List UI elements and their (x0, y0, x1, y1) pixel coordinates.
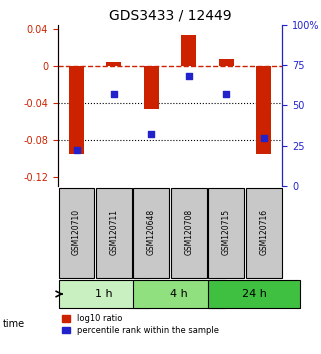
Point (74, 148, 79, 153)
Text: 4 h: 4 h (170, 289, 188, 299)
Point (261, 135, 266, 140)
FancyBboxPatch shape (134, 188, 169, 278)
Text: GSM120715: GSM120715 (222, 209, 231, 255)
Text: GSM120708: GSM120708 (184, 209, 193, 255)
Text: 24 h: 24 h (242, 289, 266, 299)
Bar (69, 66, 84, 154)
Bar (181, 35, 196, 66)
FancyBboxPatch shape (208, 280, 300, 308)
Point (149, 131, 154, 137)
Text: GSM120648: GSM120648 (147, 209, 156, 255)
Text: 1 h: 1 h (95, 289, 113, 299)
Legend: log10 ratio, percentile rank within the sample: log10 ratio, percentile rank within the … (62, 314, 219, 335)
Text: time: time (3, 319, 25, 329)
FancyBboxPatch shape (96, 188, 132, 278)
FancyBboxPatch shape (246, 188, 282, 278)
Text: GSM120716: GSM120716 (259, 209, 268, 255)
FancyBboxPatch shape (58, 188, 94, 278)
FancyBboxPatch shape (208, 188, 244, 278)
FancyBboxPatch shape (171, 188, 207, 278)
FancyBboxPatch shape (58, 280, 150, 308)
Point (186, 74, 191, 79)
Text: GSM120710: GSM120710 (72, 209, 81, 255)
Bar (107, 62, 121, 66)
Title: GDS3433 / 12449: GDS3433 / 12449 (109, 8, 231, 22)
Point (111, 91, 117, 97)
Bar (256, 66, 271, 154)
Point (224, 91, 229, 97)
Bar (144, 66, 159, 109)
Bar (219, 59, 234, 66)
Text: GSM120711: GSM120711 (109, 209, 118, 255)
FancyBboxPatch shape (134, 280, 225, 308)
